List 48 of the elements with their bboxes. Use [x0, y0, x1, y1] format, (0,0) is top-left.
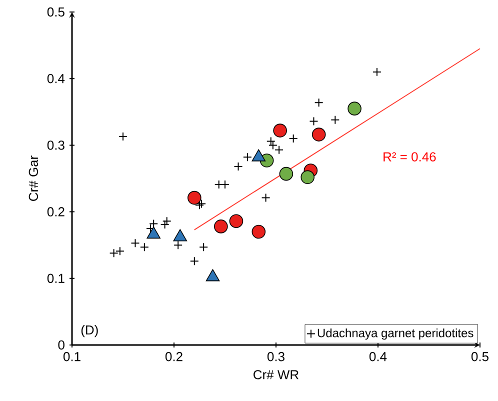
point — [312, 128, 326, 142]
point — [273, 124, 287, 138]
point — [199, 242, 208, 252]
point — [234, 162, 243, 172]
annotation: R² = 0.46 — [384, 152, 436, 162]
x-tick-label: 0.5 — [471, 352, 488, 362]
point — [140, 242, 149, 252]
point — [252, 224, 266, 239]
y-tick-label: 0 — [58, 340, 64, 350]
x-tick-label: 0.2 — [165, 352, 182, 362]
y-axis-title: Cr# Gar — [28, 156, 38, 201]
y-tick-label: 0.2 — [47, 207, 64, 216]
point — [214, 220, 228, 234]
y-tick-label: 0.1 — [47, 274, 64, 283]
point — [174, 240, 183, 250]
y-tick-label: 0.4 — [47, 74, 65, 84]
x-axis-title: Cr# WR — [254, 370, 298, 380]
point — [130, 238, 140, 248]
point — [118, 132, 128, 142]
point — [242, 152, 252, 162]
point — [372, 67, 382, 76]
point — [190, 256, 199, 266]
x-tick-label: 0.4 — [369, 352, 387, 362]
x-tick-label: 0.3 — [267, 352, 284, 362]
point — [261, 193, 270, 202]
point — [300, 170, 315, 184]
point — [279, 166, 294, 181]
point — [197, 199, 206, 208]
point — [309, 116, 318, 126]
point — [229, 214, 244, 228]
point — [348, 102, 362, 116]
point — [160, 220, 170, 229]
point — [115, 246, 124, 256]
point — [266, 136, 276, 146]
point — [162, 216, 172, 226]
y-tick-label: 0.3 — [47, 140, 64, 150]
y-tick-label: 0.5 — [47, 7, 64, 17]
point — [330, 115, 340, 124]
point — [288, 134, 298, 144]
legend-label: Udachnaya garnet peridotites — [318, 328, 474, 340]
point — [188, 190, 202, 205]
point — [109, 248, 118, 258]
point — [149, 219, 158, 228]
point — [314, 98, 324, 108]
x-tick-label: 0.1 — [63, 352, 80, 362]
point — [195, 200, 204, 210]
point — [146, 224, 156, 233]
annotation: (D) — [81, 325, 98, 338]
